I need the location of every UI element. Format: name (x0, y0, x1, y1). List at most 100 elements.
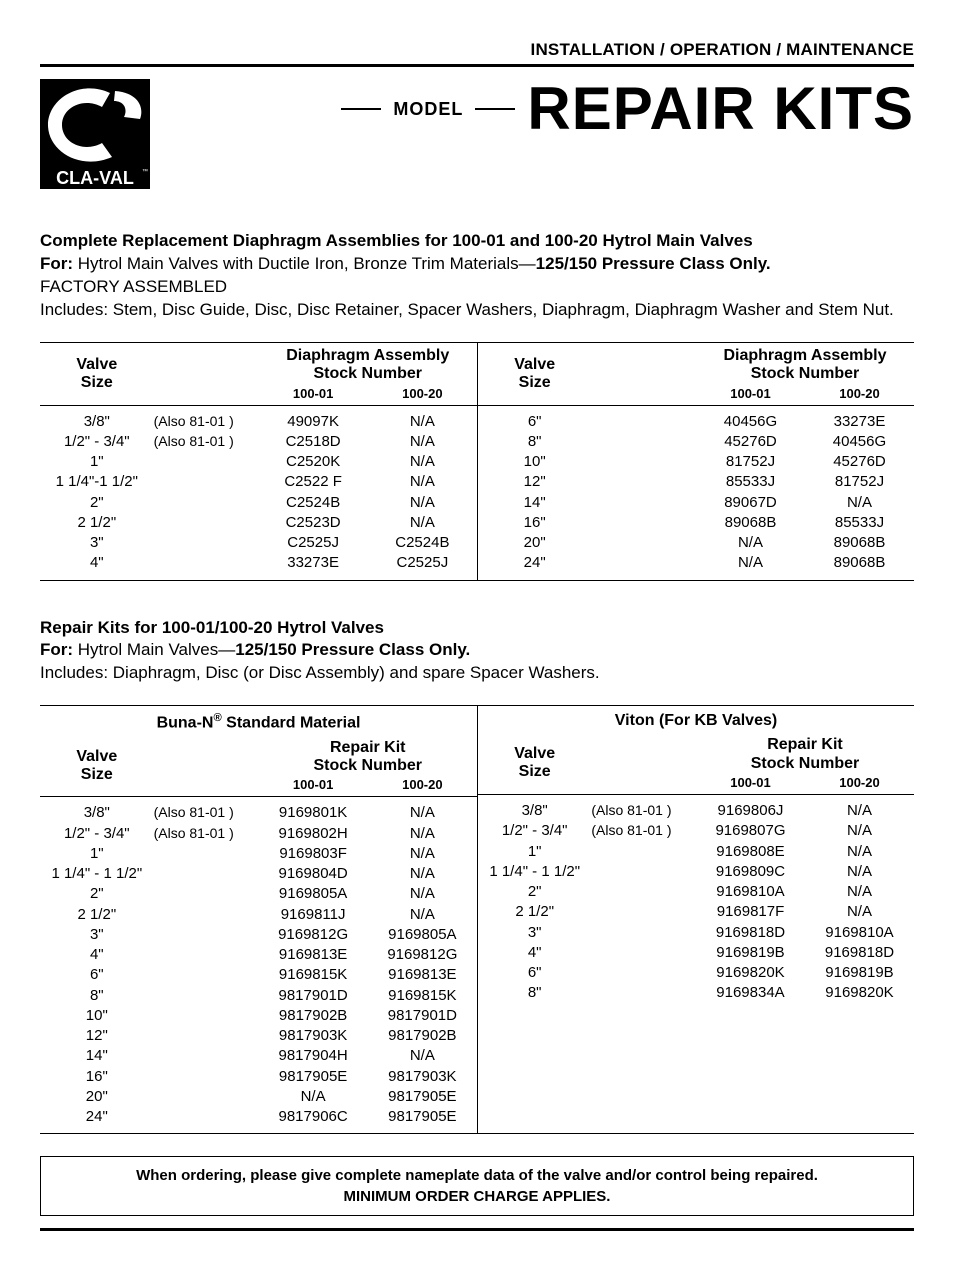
table-row: 24"9817906C9817905E (40, 1107, 477, 1127)
cell-stock-2: N/A (368, 824, 477, 844)
table-row: 3/8"(Also 81-01 )49097KN/A (40, 412, 477, 432)
cell-stock-1: 9169810A (696, 882, 805, 902)
cell-stock-1: C2525J (258, 533, 367, 553)
cell-stock-2: N/A (368, 905, 477, 925)
cell-note (154, 1087, 259, 1107)
col-subheader-2: 100-20 (368, 777, 477, 792)
col-subheader-1: 100-01 (696, 775, 805, 790)
cell-note (154, 533, 259, 553)
cell-note (154, 1067, 259, 1087)
brand-logo-text: CLA-VAL (56, 168, 134, 188)
cell-stock-1: 9817903K (258, 1026, 367, 1046)
cell-note (591, 452, 696, 472)
cell-note (154, 844, 259, 864)
cell-valve-size: 3/8" (478, 801, 591, 821)
col-subheader-1: 100-01 (258, 777, 367, 792)
cell-note (591, 432, 696, 452)
section2-for-bold: 125/150 Pressure Class Only. (235, 640, 470, 659)
cell-stock-2: N/A (805, 801, 914, 821)
cell-stock-1: 45276D (696, 432, 805, 452)
table-row: 6"9169815K9169813E (40, 965, 477, 985)
cell-stock-1: 9169804D (258, 864, 367, 884)
cell-stock-1: C2518D (258, 432, 367, 452)
cell-note (591, 472, 696, 492)
cell-stock-2: 89068B (805, 553, 914, 573)
cell-stock-2: N/A (368, 412, 477, 432)
cell-note (154, 945, 259, 965)
cell-stock-2: 9817905E (368, 1107, 477, 1127)
cell-stock-2: N/A (368, 844, 477, 864)
cell-valve-size: 3/8" (40, 803, 154, 823)
cell-stock-2: 9169805A (368, 925, 477, 945)
table-row: 1/2" - 3/4"(Also 81-01 )9169807GN/A (478, 821, 914, 841)
cell-stock-1: 9817905E (258, 1067, 367, 1087)
cell-valve-size: 2" (40, 493, 154, 513)
cell-stock-1: 9169820K (696, 963, 805, 983)
material-header: Viton (For KB Valves) (478, 706, 914, 732)
cell-valve-size: 20" (40, 1087, 154, 1107)
cell-stock-2: 9169820K (805, 983, 914, 1003)
cell-note (591, 882, 696, 902)
cell-stock-2: 9169815K (368, 986, 477, 1006)
cell-stock-1: 9817906C (258, 1107, 367, 1127)
cell-stock-2: N/A (368, 864, 477, 884)
col-header-valve-size: ValveSize (478, 732, 591, 794)
section2-for-text: Hytrol Main Valves— (73, 640, 235, 659)
cell-note (154, 493, 259, 513)
section1-title: Complete Replacement Diaphragm Assemblie… (40, 230, 914, 253)
cell-stock-1: 85533J (696, 472, 805, 492)
table-row: 6"9169820K9169819B (478, 963, 914, 983)
cell-note (591, 923, 696, 943)
material-header: Buna-N® Standard Material (40, 706, 477, 734)
svg-text:R: R (141, 88, 145, 94)
cell-stock-1: C2523D (258, 513, 367, 533)
cell-stock-2: 85533J (805, 513, 914, 533)
cell-valve-size: 1 1/4" - 1 1/2" (478, 862, 591, 882)
cell-valve-size: 20" (478, 533, 591, 553)
cell-stock-1: N/A (696, 533, 805, 553)
table-row: 20"N/A9817905E (40, 1087, 477, 1107)
table-row: 24"N/A89068B (478, 553, 914, 573)
cell-valve-size: 2 1/2" (478, 902, 591, 922)
col-subheader-1: 100-01 (258, 386, 367, 401)
cell-valve-size: 2" (478, 882, 591, 902)
table-row: 4"33273EC2525J (40, 553, 477, 573)
ordering-note: When ordering, please give complete name… (40, 1156, 914, 1216)
table-row: 10"9817902B9817901D (40, 1006, 477, 1026)
cell-valve-size: 16" (40, 1067, 154, 1087)
cell-valve-size: 3" (40, 533, 154, 553)
cell-stock-2: N/A (805, 493, 914, 513)
cell-stock-1: 9169805A (258, 884, 367, 904)
cell-valve-size: 3/8" (40, 412, 154, 432)
table-row: 14"9817904HN/A (40, 1046, 477, 1066)
cell-stock-1: 33273E (258, 553, 367, 573)
col-header-stock-number: Repair KitStock Number (696, 732, 914, 773)
col-header-valve-size: ValveSize (478, 343, 591, 405)
table-row: 2"9169805AN/A (40, 884, 477, 904)
bottom-heavy-rule (40, 1228, 914, 1231)
col-subheader-2: 100-20 (805, 775, 914, 790)
footer-line2: MINIMUM ORDER CHARGE APPLIES. (51, 1186, 903, 1207)
cell-valve-size: 2 1/2" (40, 905, 154, 925)
cell-stock-2: 9817903K (368, 1067, 477, 1087)
cell-stock-2: N/A (368, 432, 477, 452)
cell-valve-size: 1/2" - 3/4" (40, 432, 154, 452)
cell-note (591, 963, 696, 983)
cell-note (154, 925, 259, 945)
cell-stock-2: 9169813E (368, 965, 477, 985)
cell-stock-1: C2522 F (258, 472, 367, 492)
table-row: 10"81752J45276D (478, 452, 914, 472)
cell-stock-2: 9169819B (805, 963, 914, 983)
cell-stock-1: 9169815K (258, 965, 367, 985)
cell-valve-size: 24" (478, 553, 591, 573)
cell-stock-1: 9169809C (696, 862, 805, 882)
cell-stock-2: N/A (805, 842, 914, 862)
cell-note (154, 513, 259, 533)
cell-stock-2: 40456G (805, 432, 914, 452)
table-row: 6"40456G33273E (478, 412, 914, 432)
table-row: 1/2" - 3/4"(Also 81-01 )C2518DN/A (40, 432, 477, 452)
cell-stock-2: N/A (368, 452, 477, 472)
section-repair-kits: Repair Kits for 100-01/100-20 Hytrol Val… (40, 617, 914, 686)
cell-stock-2: 89068B (805, 533, 914, 553)
table-row: 3"9169812G9169805A (40, 925, 477, 945)
